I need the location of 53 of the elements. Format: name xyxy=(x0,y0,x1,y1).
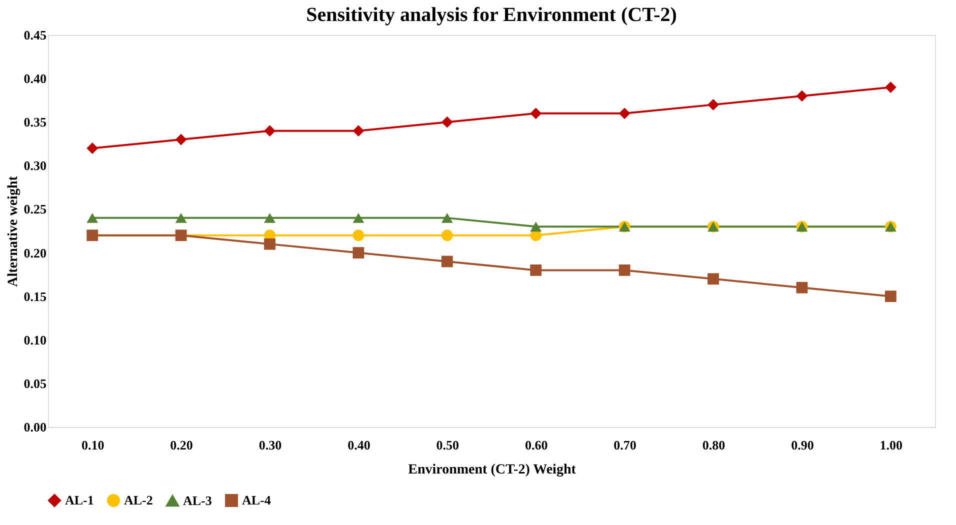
point xyxy=(884,82,896,93)
y-tick-label: 0.20 xyxy=(24,245,46,260)
point xyxy=(175,134,187,146)
point xyxy=(708,98,719,110)
point xyxy=(175,212,187,223)
x-tick-label: 0.80 xyxy=(702,438,726,452)
point xyxy=(86,142,98,154)
legend-label: AL-4 xyxy=(242,492,272,508)
x-tick-label: 0.30 xyxy=(258,438,282,452)
point xyxy=(530,222,542,232)
y-tick-label: 0.40 xyxy=(24,71,46,86)
point xyxy=(441,212,453,223)
point xyxy=(530,108,542,120)
point xyxy=(264,125,276,137)
y-tick-label: 0.15 xyxy=(24,288,47,304)
legend-label: AL-2 xyxy=(124,492,153,508)
x-tick-label: 0.10 xyxy=(81,438,104,452)
x-tick-label: 0.70 xyxy=(614,438,636,452)
x-tick-label: 0.20 xyxy=(170,438,193,452)
y-tick-label: 0.10 xyxy=(24,332,46,348)
point xyxy=(530,264,542,276)
point xyxy=(352,212,364,223)
y-axis-title: Alternative weight xyxy=(6,176,21,287)
x-tick-label: 0.90 xyxy=(791,438,814,452)
y-tick-label: 0.30 xyxy=(24,158,46,174)
point xyxy=(884,290,896,302)
y-tick-label: 0.45 xyxy=(24,28,47,42)
x-axis-title: Environment (CT-2) Weight xyxy=(408,462,576,478)
point xyxy=(264,212,276,223)
y-tick-label: 0.05 xyxy=(24,376,47,391)
point xyxy=(441,230,453,242)
point xyxy=(352,125,364,137)
point xyxy=(441,116,453,128)
legend-label: AL-3 xyxy=(183,492,212,508)
point xyxy=(441,256,453,268)
x-tick-label: 1.00 xyxy=(880,438,903,452)
point xyxy=(618,264,630,276)
point xyxy=(264,238,276,250)
point xyxy=(796,282,808,294)
point xyxy=(618,108,630,120)
point xyxy=(796,90,808,102)
legend-label: AL-1 xyxy=(65,492,94,508)
x-tick-label: 0.60 xyxy=(524,438,548,452)
y-tick-label: 0.00 xyxy=(24,420,46,434)
chart-title: Sensitivity analysis for Environment (CT-2) xyxy=(306,4,677,26)
point xyxy=(352,247,364,258)
point xyxy=(86,212,98,223)
x-tick-label: 0.40 xyxy=(348,438,370,452)
y-tick-label: 0.25 xyxy=(24,202,47,217)
point xyxy=(708,273,719,285)
y-tick-label: 0.35 xyxy=(24,114,47,130)
point xyxy=(352,230,364,242)
x-tick-label: 0.50 xyxy=(436,438,460,452)
